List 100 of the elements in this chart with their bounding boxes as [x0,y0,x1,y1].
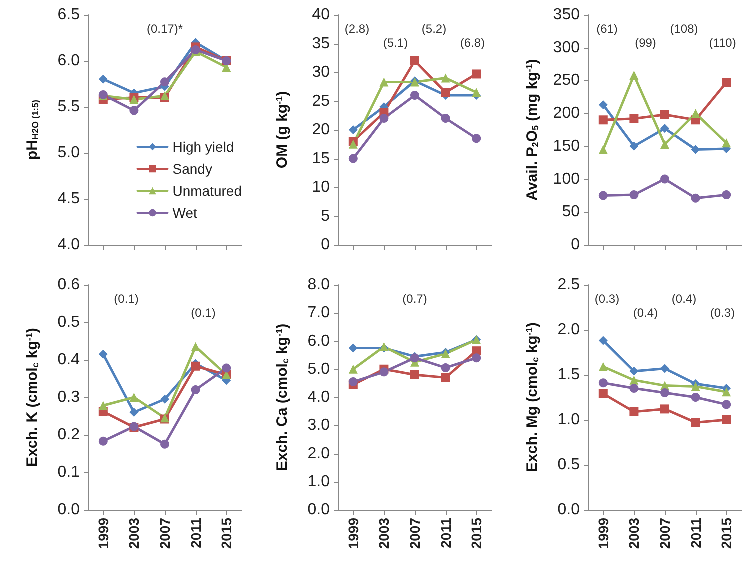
point [130,106,139,116]
y-axis-title: pHH2O (1:5) [24,100,41,160]
y-tick-label: 50 [562,204,580,221]
point [691,145,700,154]
point [160,440,170,449]
point [598,389,608,398]
x-tick-label: 2011 [188,518,204,548]
y-tick-label: 4.0 [308,389,330,406]
point [722,388,732,397]
y-tick-label: 15 [312,150,330,168]
annotation: (0.1) [191,306,216,320]
annotation: (108) [670,22,698,36]
point [598,362,608,372]
annotation: (0.1) [114,292,139,306]
point [441,74,450,83]
point [630,70,639,80]
x-tick-label: 2015 [468,518,485,550]
point [598,378,608,388]
y-tick-label: 0.0 [308,502,330,518]
point [691,382,700,392]
annotation: (0.7) [402,292,428,306]
y-tick-label: 10 [312,179,330,196]
point [598,145,608,154]
point [130,393,139,402]
x-tick-label: 1999 [595,518,612,550]
point [660,174,670,184]
y-tick-label: 0.6 [58,276,80,294]
y-tick-label: 2.0 [308,445,330,462]
point [191,362,200,371]
x-tick-label: 2015 [718,518,735,550]
y-tick-label: 5.0 [58,144,80,162]
y-tick-label: 5 [321,208,330,225]
point [660,388,670,398]
point [98,74,108,84]
y-tick-label: 250 [553,72,580,90]
annotation: (5.2) [422,22,447,36]
point [660,364,670,374]
y-tick-label: 200 [553,105,580,122]
x-tick-label: 2003 [626,518,642,550]
y-tick-label: 350 [553,6,580,24]
legend-label: Sandy [172,161,212,177]
y-tick-label: 1.0 [558,412,580,428]
point [691,109,700,118]
point [380,368,389,377]
point [630,384,639,393]
point [722,190,732,200]
point [348,364,358,374]
annotation: (0.4) [633,306,658,320]
point [691,393,700,402]
y-tick-label: 0.1 [58,464,80,481]
legend-label: Unmatured [172,183,242,199]
y-tick-label: 6.0 [308,332,330,350]
y-tick-label: 20 [312,122,330,138]
x-tick-label: 1999 [95,518,112,550]
point [722,400,732,410]
point [722,138,732,148]
point [630,114,639,124]
point [472,134,482,144]
y-tick-label: 0.5 [58,314,80,331]
point [160,78,170,87]
y-tick-label: 0.3 [58,389,80,406]
point [598,116,608,125]
point [472,354,482,363]
point [722,78,732,88]
y-axis-title: Exch. K (cmolc kg-1) [24,328,41,467]
y-tick-label: 25 [312,92,330,110]
y-axis-title: Exch. Mg (cmolc kg-1) [524,322,541,472]
point [660,140,670,149]
legend-label: High yield [172,139,234,155]
point [98,401,108,410]
point [191,386,200,394]
y-tick-label: 4.5 [58,190,80,208]
x-tick-label: 2011 [688,518,704,548]
point [630,190,639,200]
annotation: (61) [596,22,618,36]
point [348,126,358,134]
annotation: (0.3) [594,292,620,306]
point [441,114,450,123]
y-tick-label: 5.0 [308,360,330,378]
y-tick-label: 300 [553,39,580,56]
y-tick-label: 0.0 [558,502,580,518]
y-tick-label: 1.0 [308,473,330,490]
point [348,378,358,387]
y-tick-label: 2.5 [558,276,580,294]
x-tick-label: 2003 [126,518,142,550]
point [660,110,670,120]
y-tick-label: 7.0 [308,304,330,322]
point [472,70,482,79]
y-tick-label: 5.5 [58,98,80,116]
y-tick-label: 0.5 [558,456,580,474]
point [348,344,358,353]
y-tick-label: 0.0 [58,502,80,518]
y-axis-title: Exch. Ca (cmolc kg-1) [274,324,291,472]
point [598,100,608,110]
point [410,56,420,66]
y-axis-title: OM (g kg-1) [274,91,291,169]
y-tick-label: 4.0 [58,236,80,254]
y-tick-label: 6.0 [58,52,80,70]
y-tick-label: 0 [321,236,330,254]
point [98,436,108,446]
